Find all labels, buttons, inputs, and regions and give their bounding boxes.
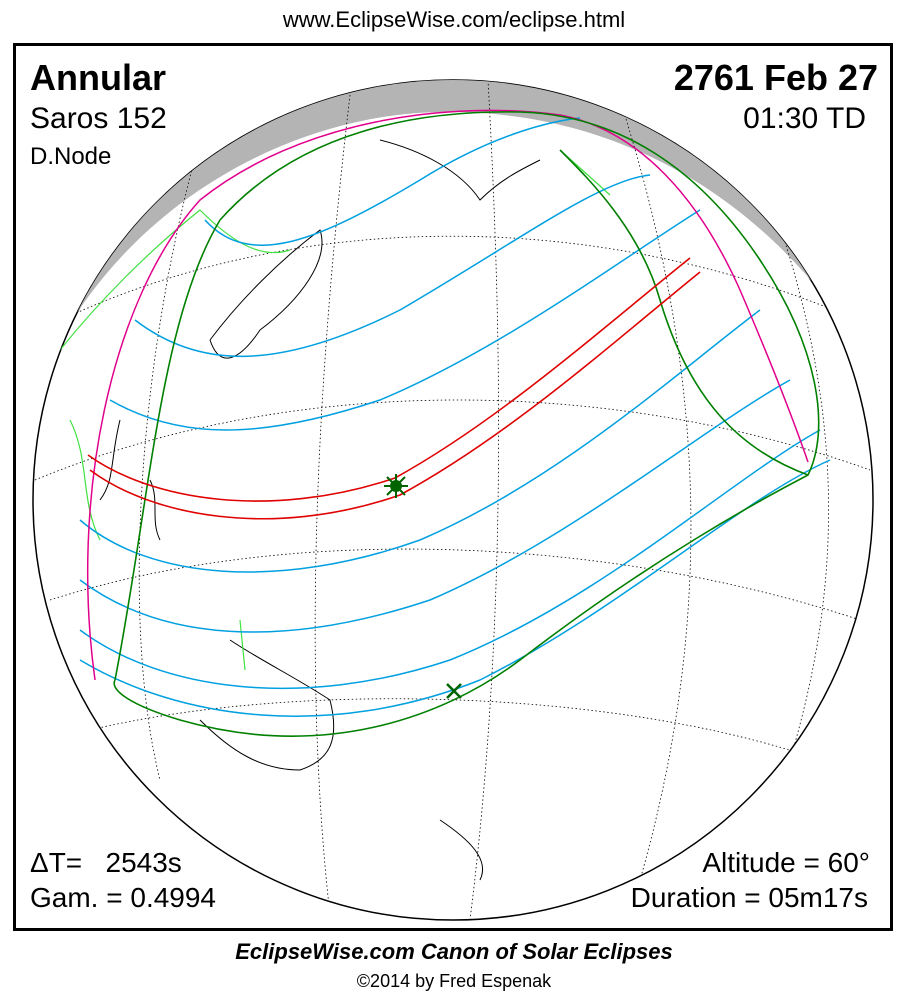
rise-set-curves — [87, 109, 809, 681]
eclipse-type: Annular — [30, 57, 167, 98]
country-borders — [59, 149, 611, 671]
map-frame — [13, 43, 893, 931]
eclipse-date: 2761 Feb 27 — [673, 57, 878, 98]
footer-title: EclipseWise.com Canon of Solar Eclipses — [235, 939, 673, 964]
gamma: Gam. = 0.4994 — [30, 882, 217, 913]
node: D.Node — [30, 143, 112, 170]
saros-number: Saros 152 — [30, 102, 167, 135]
graticule — [34, 80, 873, 920]
eclipse-time: 01:30 TD — [743, 102, 866, 135]
footer-copyright: ©2014 by Fred Espenak — [356, 971, 552, 991]
altitude: Altitude = 60° — [702, 847, 870, 878]
cross-icon — [446, 683, 462, 699]
greatest-eclipse-marker — [384, 474, 408, 498]
penumbral-limits — [113, 111, 820, 737]
delta-t: ΔT= 2543s — [30, 847, 182, 878]
page-url[interactable]: www.EclipseWise.com/eclipse.html — [282, 7, 626, 32]
duration: Duration = 05m17s — [630, 882, 868, 913]
